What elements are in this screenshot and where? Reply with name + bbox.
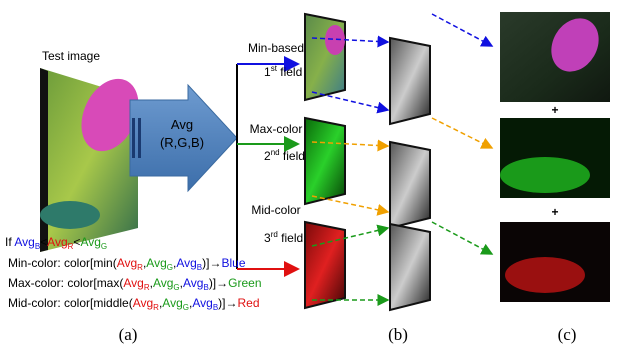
output-images [500, 10, 610, 302]
text-line: If AvgB<AvgR<AvgG [5, 235, 107, 251]
ordinal-suffix: nd [271, 148, 280, 157]
method-label: Min-based [248, 41, 304, 55]
text-part: Green [228, 276, 261, 290]
text-part: Min-color: color[min( [8, 256, 117, 270]
text-part: Avg [192, 296, 212, 310]
plus-sign: + [551, 205, 558, 219]
field-label: 3rd field [264, 230, 303, 245]
avg-label: Avg [171, 117, 193, 132]
text-part: < [40, 235, 47, 249]
text-part: Avg [47, 235, 67, 249]
text-part: → [209, 256, 221, 270]
figure: Test image Avg (R,G,B) Min-based 1st fiel… [0, 0, 630, 349]
text-part: Blue [221, 256, 245, 270]
field-label: 2nd field [264, 148, 305, 163]
text-line: Mid-color: color[middle(AvgR,AvgG,AvgB)]… [8, 296, 260, 312]
caption: (a) [119, 325, 138, 344]
caption: (b) [388, 325, 408, 344]
text-part: )] [202, 256, 209, 270]
field-images [305, 14, 430, 310]
text-part: )] [209, 276, 216, 290]
text-part: → [226, 296, 238, 310]
text-part: If [5, 235, 14, 249]
text-part: Avg [176, 256, 196, 270]
method-label: Max-color [250, 122, 303, 136]
test-image-label: Test image [42, 49, 100, 63]
subscript: G [101, 242, 107, 251]
text-part: Avg [162, 296, 182, 310]
text-line: Min-color: color[min(AvgR,AvgG,AvgB)]→Bl… [8, 256, 246, 272]
text-part: Avg [14, 235, 34, 249]
caption: (c) [558, 325, 577, 344]
field-word: field [277, 65, 302, 79]
avg-label: (R,G,B) [160, 135, 204, 150]
text-part: Red [238, 296, 260, 310]
text-part: Max-color: color[max( [8, 276, 123, 290]
text-part: Avg [133, 296, 153, 310]
text-part: )] [218, 296, 225, 310]
text-part: Avg [183, 276, 203, 290]
text-part: Mid-color: color[middle( [8, 296, 133, 310]
field-word: field [278, 231, 303, 245]
text-part: Avg [146, 256, 166, 270]
ordinal-suffix: rd [271, 230, 278, 239]
text-line: Max-color: color[max(AvgR,AvgG,AvgB)]→Gr… [8, 276, 262, 292]
plus-sign: + [551, 103, 558, 117]
text-part: → [216, 276, 228, 290]
field-label: 1st field [264, 64, 302, 79]
text-part: Avg [80, 235, 100, 249]
method-label: Mid-color [251, 203, 300, 217]
text-part: Avg [117, 256, 137, 270]
text-part: < [73, 235, 80, 249]
text-part: Avg [123, 276, 143, 290]
field-word: field [280, 149, 305, 163]
text-part: Avg [153, 276, 173, 290]
